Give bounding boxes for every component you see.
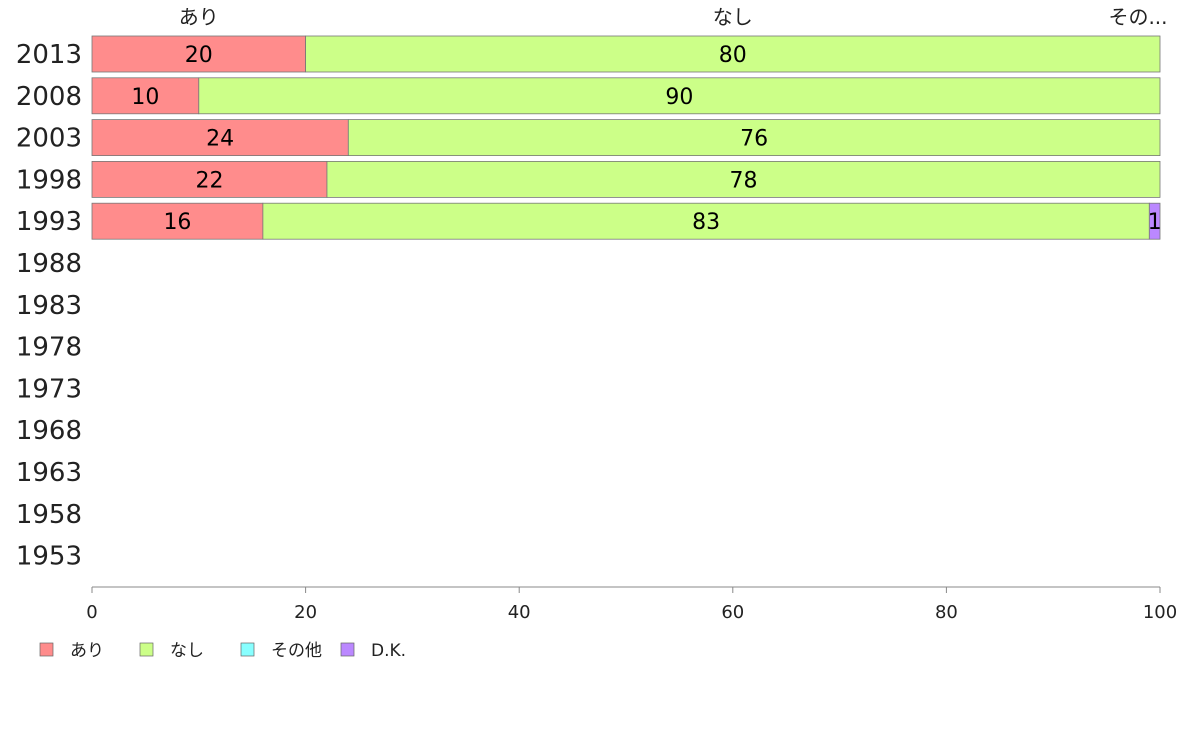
- legend-swatch-3: [340, 642, 355, 657]
- legend-label-3: D.K.: [371, 641, 406, 661]
- bar-1998-series-0: [91, 160, 328, 198]
- year-label-1968: 1968: [16, 416, 82, 446]
- top-label-1: なし: [713, 5, 753, 29]
- bar-2013-series-0: [91, 35, 307, 73]
- data-label-1993-series-0: 16: [163, 210, 191, 235]
- bar-area: 20 80 10 90 24 76 22 78 16 83 1: [91, 35, 1162, 240]
- data-label-2008-series-0: 10: [131, 85, 159, 110]
- legend: あり なし その他 D.K.: [39, 641, 406, 661]
- bar-2008-series-1: [198, 77, 1161, 115]
- year-label-2008: 2008: [16, 82, 82, 112]
- year-label-2013: 2013: [16, 40, 82, 70]
- year-label-2003: 2003: [16, 124, 82, 154]
- data-label-2008-series-1: 90: [665, 85, 693, 110]
- bar-1993-series-3: [1148, 202, 1161, 240]
- data-label-2003-series-1: 76: [740, 127, 768, 152]
- year-label-1953: 1953: [16, 542, 82, 572]
- bar-2003-series-1: [347, 119, 1161, 156]
- x-tick-label-100: 100: [1143, 602, 1177, 623]
- year-label-1988: 1988: [16, 249, 82, 279]
- x-tick-label-20: 20: [294, 602, 317, 623]
- legend-swatch-2: [240, 642, 255, 657]
- year-label-1998: 1998: [16, 165, 82, 195]
- year-label-1963: 1963: [16, 458, 82, 488]
- data-label-1993-series-3: 1: [1148, 210, 1162, 235]
- year-label-1983: 1983: [16, 291, 82, 321]
- bar-2013-series-1: [305, 35, 1161, 73]
- year-label-1993: 1993: [16, 207, 82, 237]
- year-label-1958: 1958: [16, 500, 82, 530]
- x-axis: 0 20 40 60 80 100: [86, 586, 1177, 623]
- bar-2003-series-0: [91, 119, 349, 156]
- year-label-1973: 1973: [16, 374, 82, 404]
- legend-label-2: その他: [271, 641, 322, 661]
- data-label-1993-series-1: 83: [692, 210, 720, 235]
- data-label-1998-series-0: 22: [195, 168, 223, 193]
- legend-label-0: あり: [70, 641, 104, 661]
- data-label-2013-series-1: 80: [719, 43, 747, 68]
- bar-2008-series-0: [91, 77, 200, 115]
- bar-1993-series-1: [262, 202, 1150, 240]
- data-label-2013-series-0: 20: [185, 43, 213, 68]
- x-tick-label-40: 40: [508, 602, 531, 623]
- year-axis-labels: 2013 2008 2003 1998 1993 1988 1983 1978 1973 1968…: [16, 40, 82, 572]
- bar-1998-series-1: [326, 160, 1161, 198]
- x-tick-label-60: 60: [721, 602, 744, 623]
- legend-swatch-1: [139, 642, 154, 657]
- data-label-2003-series-0: 24: [206, 127, 234, 152]
- legend-swatch-0: [39, 642, 54, 657]
- year-label-1978: 1978: [16, 333, 82, 363]
- data-label-1998-series-1: 78: [729, 168, 757, 193]
- top-label-2: その...: [1108, 5, 1167, 29]
- top-series-labels: あり なし その...: [179, 5, 1168, 29]
- bar-1993-series-0: [91, 202, 264, 240]
- x-tick-label-0: 0: [86, 602, 97, 623]
- x-tick-label-80: 80: [935, 602, 958, 623]
- top-label-0: あり: [179, 5, 219, 29]
- legend-label-1: なし: [170, 641, 204, 661]
